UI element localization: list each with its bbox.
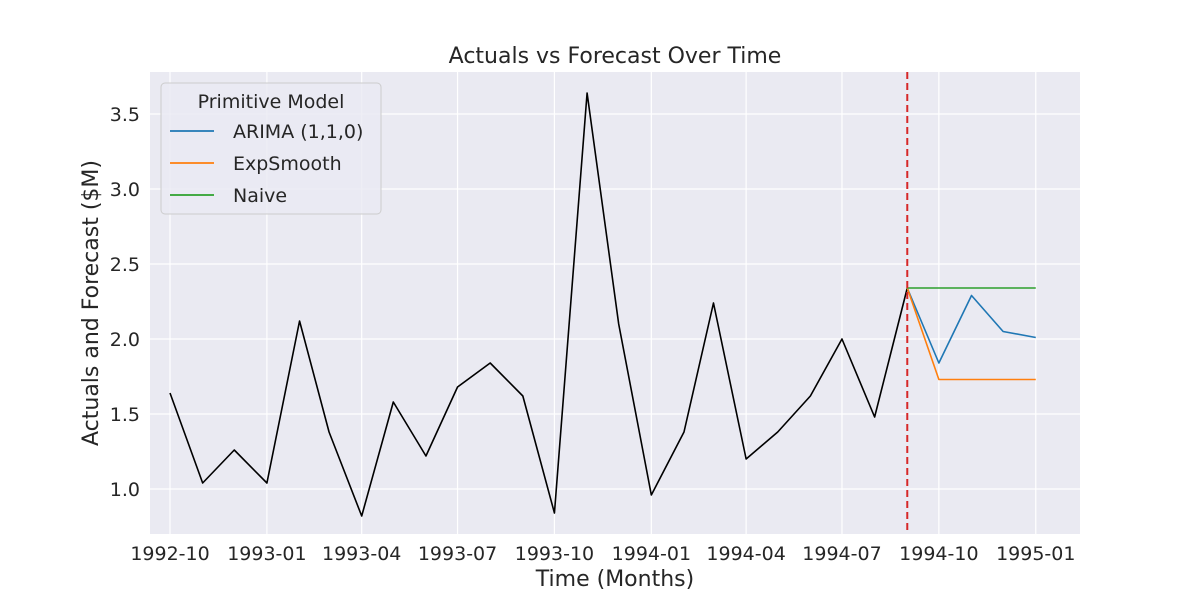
y-tick-label: 1.5 xyxy=(110,404,140,426)
x-axis-title: Time (Months) xyxy=(535,567,694,592)
legend: Primitive Model ARIMA (1,1,0) ExpSmooth Na… xyxy=(160,82,382,215)
y-tick-label: 3.0 xyxy=(110,179,140,201)
legend-items: ARIMA (1,1,0) ExpSmooth Naive xyxy=(170,121,363,207)
legend-label: ExpSmooth xyxy=(233,153,342,175)
series-line xyxy=(906,287,1036,381)
x-tick-label: 1992-10 xyxy=(130,543,209,565)
legend-title: Primitive Model xyxy=(198,91,345,113)
legend-box xyxy=(160,82,382,215)
legend-label: ARIMA (1,1,0) xyxy=(233,121,363,143)
x-tick-label: 1993-07 xyxy=(418,543,497,565)
y-axis-ticks: 1.0 1.5 2.0 2.5 3.0 3.5 xyxy=(110,104,140,501)
legend-label: Naive xyxy=(233,185,287,207)
x-tick-label: 1994-01 xyxy=(612,543,691,565)
y-tick-label: 2.0 xyxy=(110,329,140,351)
y-tick-label: 2.5 xyxy=(110,254,140,276)
y-axis-title: Actuals and Forecast ($M) xyxy=(79,160,104,446)
x-axis-ticks: 1992-10 1993-01 1993-04 1993-07 1993-10 1994-… xyxy=(130,543,1075,565)
chart-title: Actuals vs Forecast Over Time xyxy=(449,44,782,69)
x-tick-label: 1993-10 xyxy=(515,543,594,565)
x-tick-label: 1994-10 xyxy=(899,543,978,565)
series-line xyxy=(906,287,1036,364)
x-tick-label: 1994-04 xyxy=(706,543,785,565)
x-tick-label: 1993-01 xyxy=(227,543,306,565)
actuals-line xyxy=(169,92,909,517)
data-lines xyxy=(169,72,1036,534)
y-tick-label: 1.0 xyxy=(110,479,140,501)
x-tick-label: 1993-04 xyxy=(322,543,401,565)
x-tick-label: 1994-07 xyxy=(802,543,881,565)
y-tick-label: 3.5 xyxy=(110,104,140,126)
x-tick-label: 1995-01 xyxy=(996,543,1075,565)
